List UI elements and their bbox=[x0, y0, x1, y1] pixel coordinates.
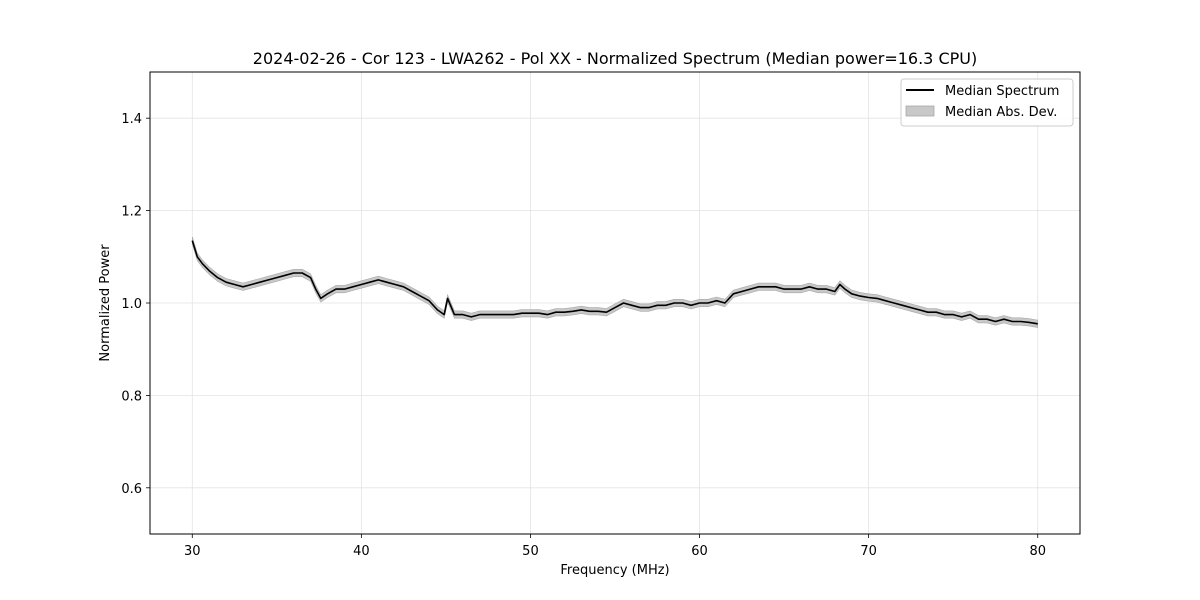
legend-box bbox=[900, 78, 1074, 127]
legend-band-swatch bbox=[905, 105, 935, 117]
y-axis-label: Normalized Power bbox=[98, 244, 113, 362]
mad-band bbox=[192, 236, 1038, 328]
x-tick-label: 60 bbox=[691, 544, 708, 559]
x-tick-label: 80 bbox=[1029, 544, 1046, 559]
x-tick-label: 30 bbox=[184, 544, 201, 559]
y-tick-label: 0.6 bbox=[121, 482, 142, 497]
ticks: 30 40 50 60 70 80 0.6 0.8 1.0 1.2 1.4 bbox=[121, 112, 1046, 559]
x-tick-label: 40 bbox=[353, 544, 370, 559]
y-tick-label: 0.8 bbox=[121, 389, 142, 404]
median-spectrum-line bbox=[191, 240, 1038, 325]
legend: Median Spectrum Median Abs. Dev. bbox=[900, 78, 1074, 127]
legend-label-median-abs-dev: Median Abs. Dev. bbox=[945, 105, 1057, 120]
x-axis-label: Frequency (MHz) bbox=[560, 563, 669, 578]
series-layer bbox=[191, 240, 1038, 325]
chart-title: 2024-02-26 - Cor 123 - LWA262 - Pol XX -… bbox=[253, 49, 977, 68]
y-tick-label: 1.0 bbox=[121, 297, 142, 312]
y-tick-label: 1.4 bbox=[121, 112, 142, 127]
y-tick-label: 1.2 bbox=[121, 205, 142, 220]
legend-label-median-spectrum: Median Spectrum bbox=[945, 84, 1059, 99]
x-tick-label: 70 bbox=[860, 544, 877, 559]
x-tick-label: 50 bbox=[522, 544, 539, 559]
mad-band-layer bbox=[192, 236, 1038, 328]
